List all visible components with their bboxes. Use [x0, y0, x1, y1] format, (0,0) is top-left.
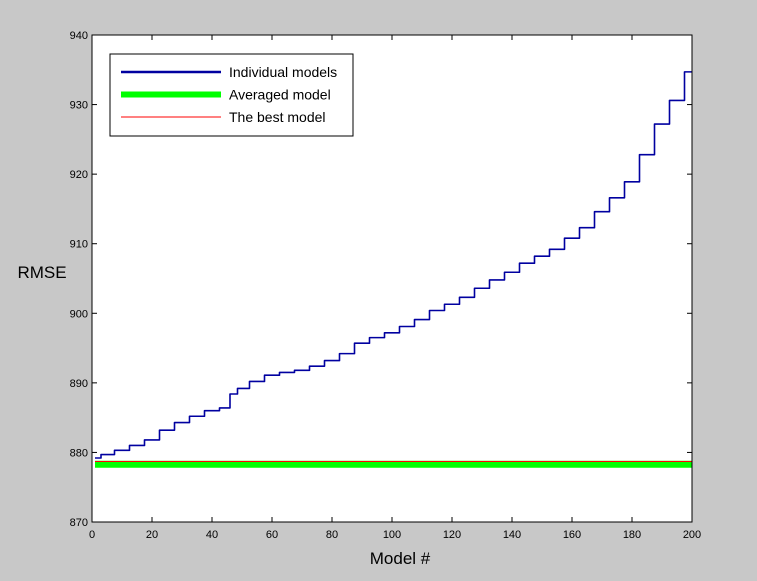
- legend-label: The best model: [229, 109, 326, 125]
- legend-label: Individual models: [229, 64, 337, 80]
- plot-frame: [91, 34, 693, 523]
- axis-ticks: 0 20 40 60 80 100 120 140 160 180 200 870 880 890 900 9…: [70, 30, 702, 541]
- x-tick-label: 60: [266, 529, 278, 541]
- y-tick-label: 940: [70, 30, 88, 42]
- x-tick-label: 200: [683, 529, 701, 541]
- y-axis-label: RMSE: [17, 263, 66, 282]
- legend: Individual models Averaged model The best …: [109, 53, 354, 137]
- x-tick-label: 0: [89, 529, 95, 541]
- x-axis-label: Model #: [370, 549, 431, 568]
- x-tick-label: 40: [206, 529, 218, 541]
- x-tick-label: 180: [623, 529, 641, 541]
- x-tick-label: 100: [383, 529, 401, 541]
- x-tick-label: 120: [443, 529, 461, 541]
- legend-label: Averaged model: [229, 87, 331, 103]
- y-tick-label: 920: [70, 169, 88, 181]
- y-tick-label: 870: [70, 517, 88, 529]
- x-tick-label: 20: [146, 529, 158, 541]
- y-tick-label: 930: [70, 100, 88, 112]
- y-tick-label: 890: [70, 378, 88, 390]
- y-tick-label: 900: [70, 308, 88, 320]
- y-tick-label: 880: [70, 447, 88, 459]
- series-line-1: [95, 71, 692, 459]
- x-tick-label: 80: [326, 529, 338, 541]
- y-tick-label: 910: [70, 239, 88, 251]
- x-tick-label: 160: [563, 529, 581, 541]
- series-layer: [95, 71, 692, 468]
- x-tick-label: 140: [503, 529, 521, 541]
